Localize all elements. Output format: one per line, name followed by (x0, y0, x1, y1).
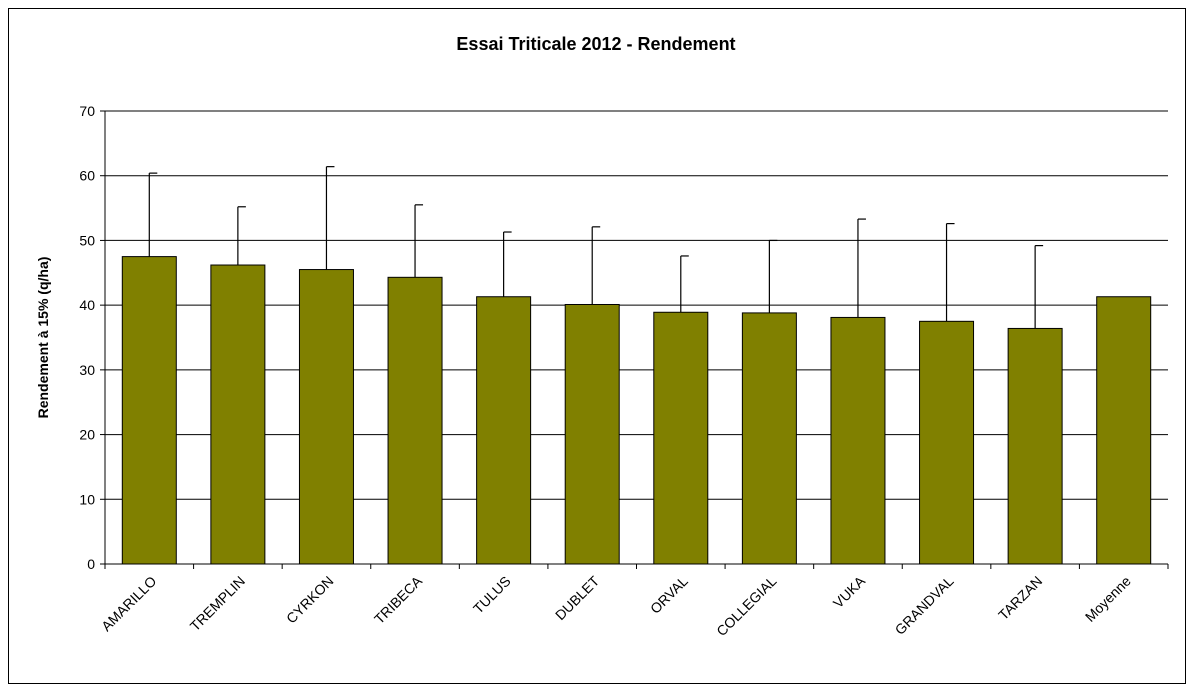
bar-grandval (919, 320, 975, 565)
y-axis-ticks: 0 10 20 30 40 50 60 70 (79, 103, 105, 572)
bars (121, 256, 1152, 565)
bar-tarzan (1007, 327, 1063, 565)
bar-moyenne (1096, 296, 1152, 565)
error-bars (148, 166, 1044, 329)
y-tick-label: 70 (79, 103, 95, 119)
x-tick-label: DUBLET (552, 572, 603, 623)
bar-cyrkon (298, 269, 354, 565)
x-tick-label: CYRKON (283, 573, 337, 627)
bar-orval (653, 311, 709, 565)
x-axis-ticks: AMARILLO TREMPLIN CYRKON TRIBECA TULUS DUBLET… (98, 564, 1169, 639)
y-tick-label: 30 (79, 362, 95, 378)
bar-tulus (476, 296, 532, 565)
bar-dublet (564, 303, 620, 565)
gridlines (105, 110, 1168, 500)
y-axis-label: Rendement à 15% (q/ha) (35, 257, 51, 419)
x-tick-label: TULUS (470, 573, 514, 617)
y-tick-label: 60 (79, 168, 95, 184)
x-tick-label: TRIBECA (371, 572, 426, 627)
x-tick-label: VUKA (830, 572, 869, 611)
x-tick-label: COLLEGIAL (713, 573, 779, 639)
bar-tremplin (210, 264, 266, 565)
x-tick-label: TREMPLIN (187, 573, 248, 634)
chart-title: Essai Triticale 2012 - Rendement (456, 34, 735, 54)
y-tick-label: 40 (79, 297, 95, 313)
y-tick-label: 50 (79, 232, 95, 248)
y-tick-label: 0 (87, 556, 95, 572)
x-tick-label: Moyenne (1082, 573, 1134, 625)
bar-vuka (830, 316, 886, 565)
bar-tribeca (387, 276, 443, 565)
y-tick-label: 10 (79, 491, 95, 507)
x-tick-label: ORVAL (647, 573, 691, 617)
bar-amarillo (121, 256, 177, 565)
x-tick-label: TARZAN (995, 573, 1045, 623)
x-tick-label: AMARILLO (98, 573, 159, 634)
x-tick-label: GRANDVAL (892, 573, 957, 638)
bar-collegial (741, 312, 797, 565)
y-tick-label: 20 (79, 427, 95, 443)
